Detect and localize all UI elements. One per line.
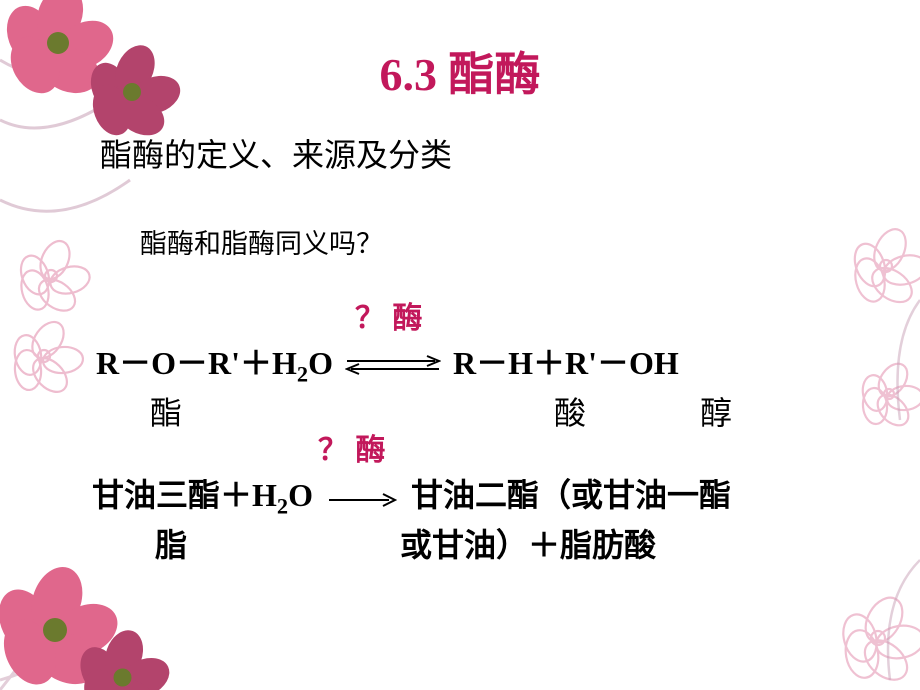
eq1-label-ester: 酯 (150, 388, 182, 434)
eq2-annotation: ？ 酶 (318, 425, 386, 469)
eq2-line2-left: 脂 (155, 520, 187, 566)
eq2-lhs-suffix: O (288, 477, 313, 513)
eq1-rhs: R－H＋R'－OH (453, 345, 679, 381)
reversible-arrow-icon (345, 348, 441, 385)
subtitle: 酯酶的定义、来源及分类 (100, 130, 452, 176)
eq2-lhs-sub: 2 (277, 493, 288, 518)
eq1-lhs-prefix: R－O－R'＋H (96, 345, 297, 381)
forward-arrow-icon (327, 480, 397, 517)
equation-2: 甘油三酯＋H2O 甘油二酯（或甘油一酯 (92, 470, 731, 519)
eq1-label-acid: 酸 (554, 388, 586, 434)
eq1-annotation: ？ 酶 (355, 293, 423, 337)
section-title: 6.3 酯酶 (0, 38, 920, 104)
eq2-lhs-prefix: 甘油三酯＋H (92, 477, 277, 513)
eq2-line2-right: 或甘油）＋脂肪酸 (400, 520, 656, 566)
question-text: 酯酶和脂酶同义吗？ (140, 222, 383, 261)
eq1-lhs-suffix: O (308, 345, 333, 381)
equation-1: R－O－R'＋H2O R－H＋R'－OH (96, 338, 679, 387)
eq1-lhs-sub: 2 (297, 361, 308, 386)
eq1-label-alcohol: 醇 (700, 388, 732, 434)
slide: 6.3 酯酶 酯酶的定义、来源及分类 酯酶和脂酶同义吗？ ？ 酶 R－O－R'＋… (0, 0, 920, 690)
eq2-rhs-line1: 甘油二酯（或甘油一酯 (411, 477, 731, 513)
